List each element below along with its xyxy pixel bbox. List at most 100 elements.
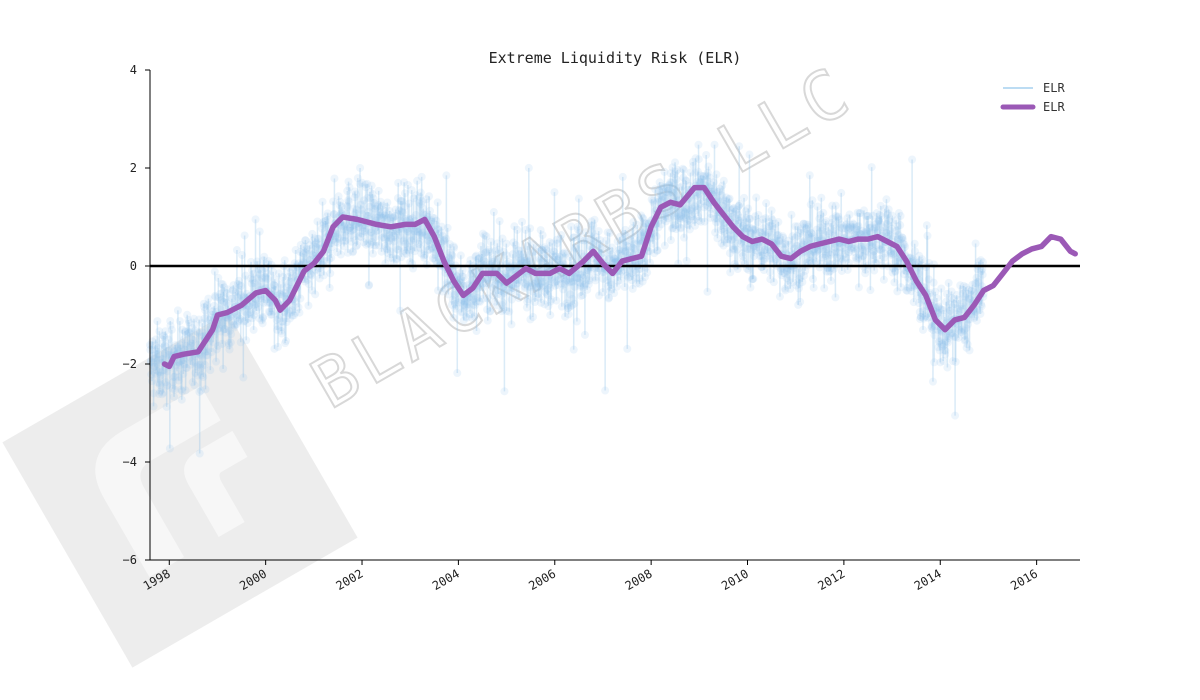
- daily-point: [155, 379, 164, 388]
- daily-point: [234, 276, 243, 285]
- daily-point: [257, 316, 266, 325]
- daily-point: [151, 341, 160, 350]
- daily-point: [233, 311, 242, 320]
- daily-point: [219, 297, 228, 306]
- daily-point: [243, 309, 252, 318]
- daily-point: [189, 314, 198, 323]
- daily-point: [271, 286, 280, 295]
- daily-point: [280, 256, 289, 265]
- daily-point: [227, 294, 236, 303]
- daily-point: [172, 344, 181, 353]
- daily-point: [162, 353, 171, 362]
- daily-point: [262, 295, 271, 304]
- daily-point: [175, 358, 184, 367]
- daily-point: [150, 362, 159, 371]
- daily-point: [204, 294, 213, 303]
- daily-point: [270, 344, 279, 353]
- daily-point: [194, 328, 203, 337]
- daily-point: [271, 282, 280, 291]
- daily-point: [246, 308, 255, 317]
- daily-point: [164, 351, 173, 360]
- daily-point: [212, 357, 221, 366]
- daily-point: [229, 281, 238, 290]
- daily-point: [176, 360, 185, 369]
- daily-point: [175, 357, 184, 366]
- daily-point: [254, 303, 263, 312]
- daily-point: [227, 317, 236, 326]
- daily-point: [211, 293, 220, 302]
- daily-point: [181, 363, 190, 372]
- daily-point: [240, 231, 249, 240]
- daily-point: [228, 286, 237, 295]
- daily-point: [218, 339, 227, 348]
- daily-point: [239, 373, 248, 382]
- daily-point: [223, 285, 232, 294]
- daily-point: [290, 311, 299, 320]
- daily-point: [214, 273, 223, 282]
- daily-point: [151, 369, 160, 378]
- daily-point: [282, 283, 291, 292]
- daily-point: [188, 324, 197, 333]
- daily-point: [284, 273, 293, 282]
- daily-point: [156, 371, 165, 380]
- daily-point: [258, 314, 267, 323]
- daily-point: [236, 338, 245, 347]
- daily-point: [198, 319, 207, 328]
- daily-point: [223, 314, 232, 323]
- daily-point: [229, 285, 238, 294]
- daily-point: [283, 309, 292, 318]
- daily-point: [263, 269, 272, 278]
- daily-point: [178, 325, 187, 334]
- daily-point: [261, 274, 270, 283]
- daily-point: [161, 349, 170, 358]
- daily-point: [150, 362, 159, 371]
- daily-point: [218, 318, 227, 327]
- daily-point: [190, 320, 199, 329]
- daily-point: [152, 366, 161, 375]
- daily-point: [187, 339, 196, 348]
- daily-point: [270, 281, 279, 290]
- daily-point: [272, 315, 281, 324]
- daily-point: [286, 277, 295, 286]
- daily-point: [180, 360, 189, 369]
- daily-point: [213, 341, 222, 350]
- daily-point: [207, 348, 216, 357]
- daily-point: [252, 300, 261, 309]
- daily-point: [225, 345, 234, 354]
- daily-point: [171, 341, 180, 350]
- daily-point: [228, 294, 237, 303]
- daily-point: [227, 330, 236, 339]
- daily-point: [289, 265, 298, 274]
- daily-point: [208, 307, 217, 316]
- daily-point: [258, 274, 267, 283]
- daily-point: [210, 267, 219, 276]
- daily-point: [225, 326, 234, 335]
- daily-point: [177, 385, 186, 394]
- daily-point: [274, 314, 283, 323]
- daily-point: [288, 306, 297, 315]
- daily-point: [224, 339, 233, 348]
- daily-point: [183, 329, 192, 338]
- daily-point: [252, 306, 261, 315]
- daily-point: [244, 314, 253, 323]
- daily-point: [221, 325, 230, 334]
- daily-point: [186, 360, 195, 369]
- daily-point: [149, 358, 158, 367]
- daily-point: [248, 275, 257, 284]
- daily-point: [191, 368, 200, 377]
- daily-point: [247, 279, 256, 288]
- daily-point: [259, 298, 268, 307]
- daily-point: [253, 296, 262, 305]
- daily-point: [196, 363, 205, 372]
- daily-point: [256, 294, 265, 303]
- daily-point: [176, 341, 185, 350]
- daily-point: [200, 302, 209, 311]
- daily-point: [171, 385, 180, 394]
- daily-point: [268, 307, 277, 316]
- daily-point: [193, 360, 202, 369]
- daily-point: [278, 317, 287, 326]
- daily-point: [259, 256, 268, 265]
- daily-point: [182, 364, 191, 373]
- daily-point: [174, 373, 183, 382]
- daily-point: [216, 289, 225, 298]
